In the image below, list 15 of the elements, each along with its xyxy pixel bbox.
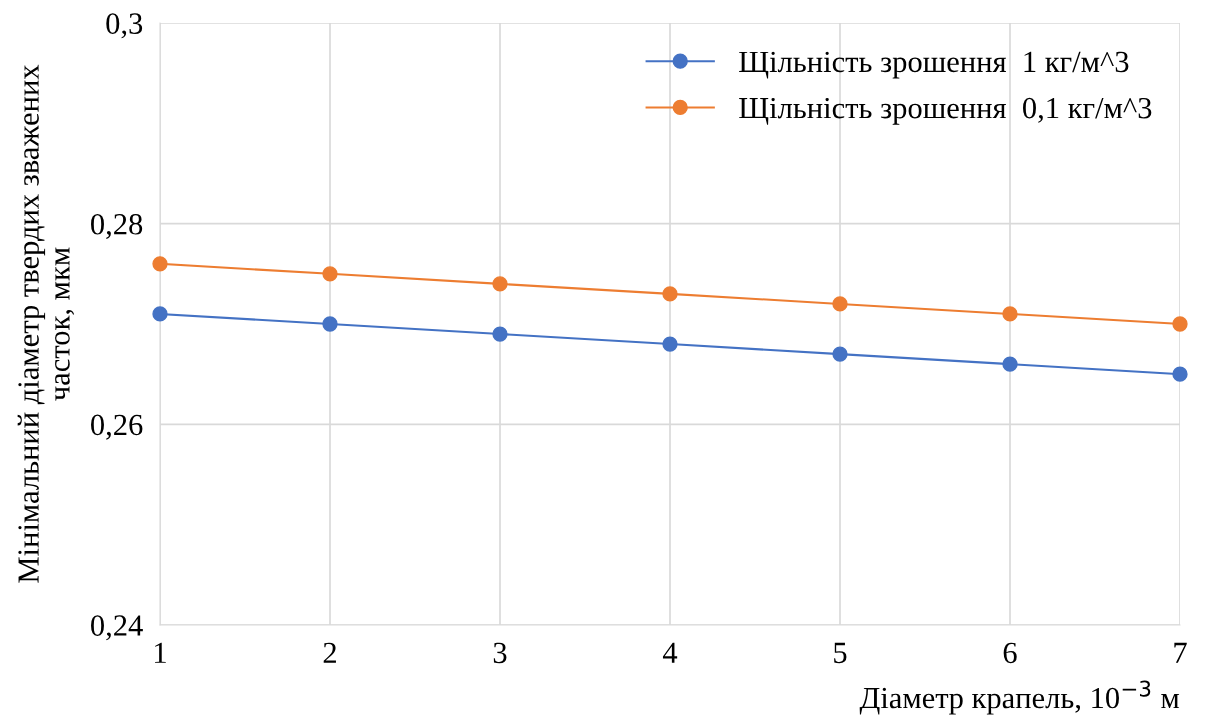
legend-label: Щільність зрошення 1 кг/м^3: [739, 51, 1129, 79]
x-tick-label: 4: [662, 642, 678, 663]
x-tick-label: 7: [1174, 642, 1187, 663]
x-tick-label: 2: [323, 642, 336, 663]
y-axis-title: Мінімальний діаметр твердих зважених часток, мкм: [17, 64, 75, 583]
y-tick-label: 0,28: [91, 213, 143, 239]
legend-label: Щільність зрошення 0,1 кг/м^3: [739, 97, 1152, 125]
y-tick-label: 0,24: [91, 615, 143, 641]
x-tick-label: 1: [155, 642, 166, 663]
y-tick-label: 0,3: [106, 13, 143, 39]
x-axis-title: Діаметр крапель, 10$^{−3}$ м: [859, 680, 1180, 715]
x-tick-label: 5: [834, 642, 847, 664]
x-tick-label: 3: [493, 642, 507, 664]
x-tick-label: 6: [1003, 642, 1017, 664]
y-tick-label: 0,26: [91, 414, 143, 440]
